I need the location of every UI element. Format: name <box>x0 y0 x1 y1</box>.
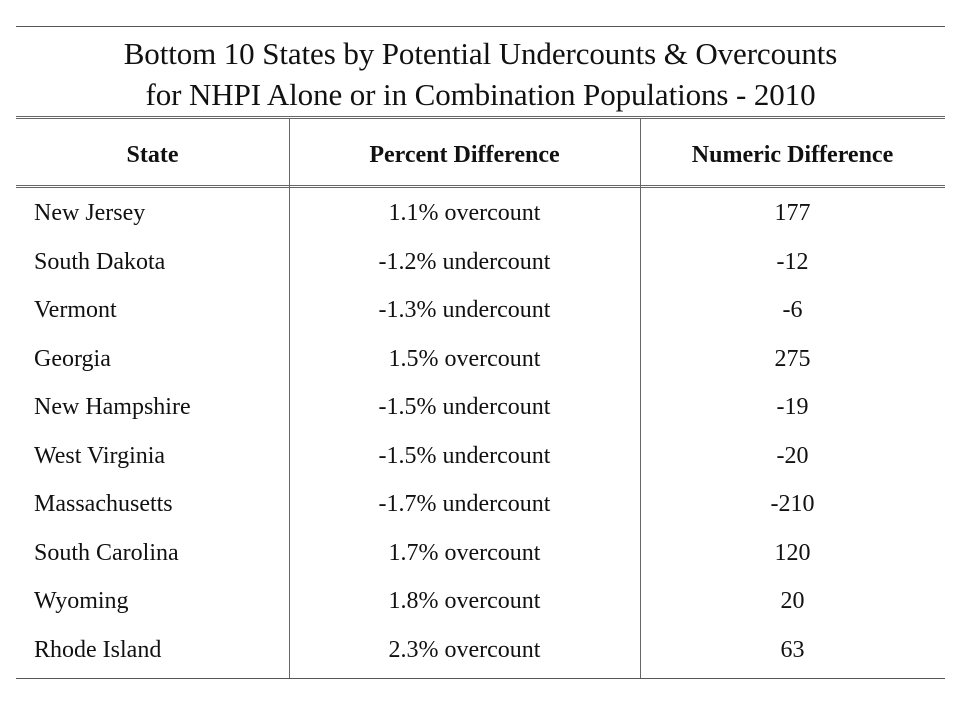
column-divider-2 <box>640 119 641 679</box>
table-row: South Carolina 1.7% overcount 120 <box>16 529 945 578</box>
table-row: Massachusetts -1.7% undercount -210 <box>16 480 945 529</box>
state-cell: Vermont <box>34 297 117 323</box>
title-line-2: for NHPI Alone or in Combination Populat… <box>145 77 816 112</box>
numeric-cell: -6 <box>782 297 803 323</box>
numeric-cell: 20 <box>780 588 805 614</box>
table-row: Wyoming 1.8% overcount 20 <box>16 577 945 626</box>
state-cell: Massachusetts <box>34 491 173 517</box>
table-row: West Virginia -1.5% undercount -20 <box>16 432 945 481</box>
percent-cell: 1.1% overcount <box>388 200 541 226</box>
percent-cell: 2.3% overcount <box>388 636 541 663</box>
percent-cell: 1.8% overcount <box>388 588 541 614</box>
table-row: Rhode Island 2.3% overcount 63 <box>16 626 945 675</box>
table-row: New Jersey 1.1% overcount 177 <box>16 189 945 238</box>
numeric-cell: -12 <box>776 248 809 275</box>
column-divider-1 <box>289 119 290 679</box>
percent-cell: -1.5% undercount <box>378 442 551 469</box>
header-percent-difference: Percent Difference <box>369 142 560 168</box>
numeric-cell: 120 <box>774 539 811 566</box>
percent-cell: 1.7% overcount <box>388 539 541 566</box>
state-cell: South Carolina <box>34 539 179 566</box>
state-cell: New Jersey <box>34 200 146 226</box>
percent-cell: -1.5% undercount <box>378 394 551 420</box>
bottom-rule <box>16 678 945 679</box>
percent-cell: -1.3% undercount <box>378 297 551 323</box>
table-row: Vermont -1.3% undercount -6 <box>16 286 945 335</box>
header-bottom-rule <box>16 185 945 188</box>
title-line-1: Bottom 10 States by Potential Undercount… <box>123 36 838 71</box>
numeric-cell: -19 <box>776 394 809 420</box>
state-cell: Georgia <box>34 345 111 372</box>
table-body: New Jersey 1.1% overcount 177 South Dako… <box>16 189 945 674</box>
header-numeric-difference: Numeric Difference <box>691 142 894 168</box>
state-cell: Rhode Island <box>34 636 162 663</box>
numeric-cell: -20 <box>776 442 809 469</box>
percent-cell: -1.7% undercount <box>378 491 551 517</box>
state-cell: West Virginia <box>34 442 166 469</box>
numeric-cell: -210 <box>770 491 815 517</box>
percent-cell: -1.2% undercount <box>378 248 551 275</box>
state-cell: Wyoming <box>34 588 129 614</box>
header-state: State <box>126 142 179 168</box>
numeric-cell: 275 <box>774 345 811 372</box>
table-row: Georgia 1.5% overcount 275 <box>16 335 945 384</box>
top-rule <box>16 26 945 27</box>
percent-cell: 1.5% overcount <box>388 345 541 372</box>
table-row: South Dakota -1.2% undercount -12 <box>16 238 945 287</box>
numeric-cell: 63 <box>780 636 805 663</box>
state-cell: New Hampshire <box>34 394 191 420</box>
numeric-cell: 177 <box>774 200 811 226</box>
state-cell: South Dakota <box>34 248 166 275</box>
table-row: New Hampshire -1.5% undercount -19 <box>16 383 945 432</box>
header-top-rule <box>16 116 945 119</box>
table-title: Bottom 10 States by Potential Undercount… <box>16 33 945 115</box>
